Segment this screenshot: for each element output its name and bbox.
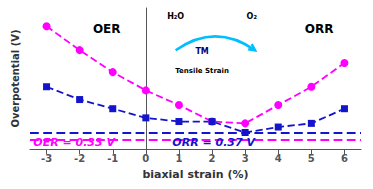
svg-text:TM: TM bbox=[195, 47, 208, 56]
svg-text:2: 2 bbox=[209, 153, 216, 164]
svg-text:6: 6 bbox=[341, 153, 348, 164]
svg-text:1: 1 bbox=[175, 153, 182, 164]
svg-text:Overpotential (V): Overpotential (V) bbox=[10, 29, 21, 127]
svg-text:4: 4 bbox=[275, 153, 282, 164]
svg-text:-2: -2 bbox=[74, 153, 85, 164]
svg-text:biaxial strain (%): biaxial strain (%) bbox=[142, 168, 248, 181]
svg-text:-3: -3 bbox=[41, 153, 52, 164]
svg-text:3: 3 bbox=[242, 153, 249, 164]
svg-text:5: 5 bbox=[308, 153, 315, 164]
svg-text:H₂O: H₂O bbox=[167, 12, 184, 21]
svg-text:0: 0 bbox=[142, 153, 149, 164]
svg-text:O₂: O₂ bbox=[247, 12, 258, 21]
svg-text:Tensile Strain: Tensile Strain bbox=[175, 67, 229, 75]
svg-text:OER: OER bbox=[93, 22, 121, 36]
svg-text:ORR: ORR bbox=[305, 22, 334, 36]
svg-text:OER = 0.33 V: OER = 0.33 V bbox=[33, 136, 116, 149]
svg-text:-1: -1 bbox=[107, 153, 118, 164]
svg-text:ORR = 0.37 V: ORR = 0.37 V bbox=[172, 136, 256, 149]
